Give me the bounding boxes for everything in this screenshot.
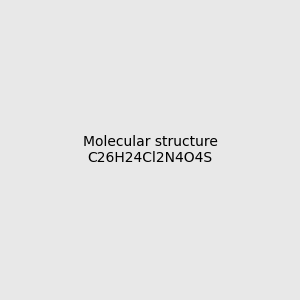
- Text: Molecular structure
C26H24Cl2N4O4S: Molecular structure C26H24Cl2N4O4S: [82, 135, 218, 165]
